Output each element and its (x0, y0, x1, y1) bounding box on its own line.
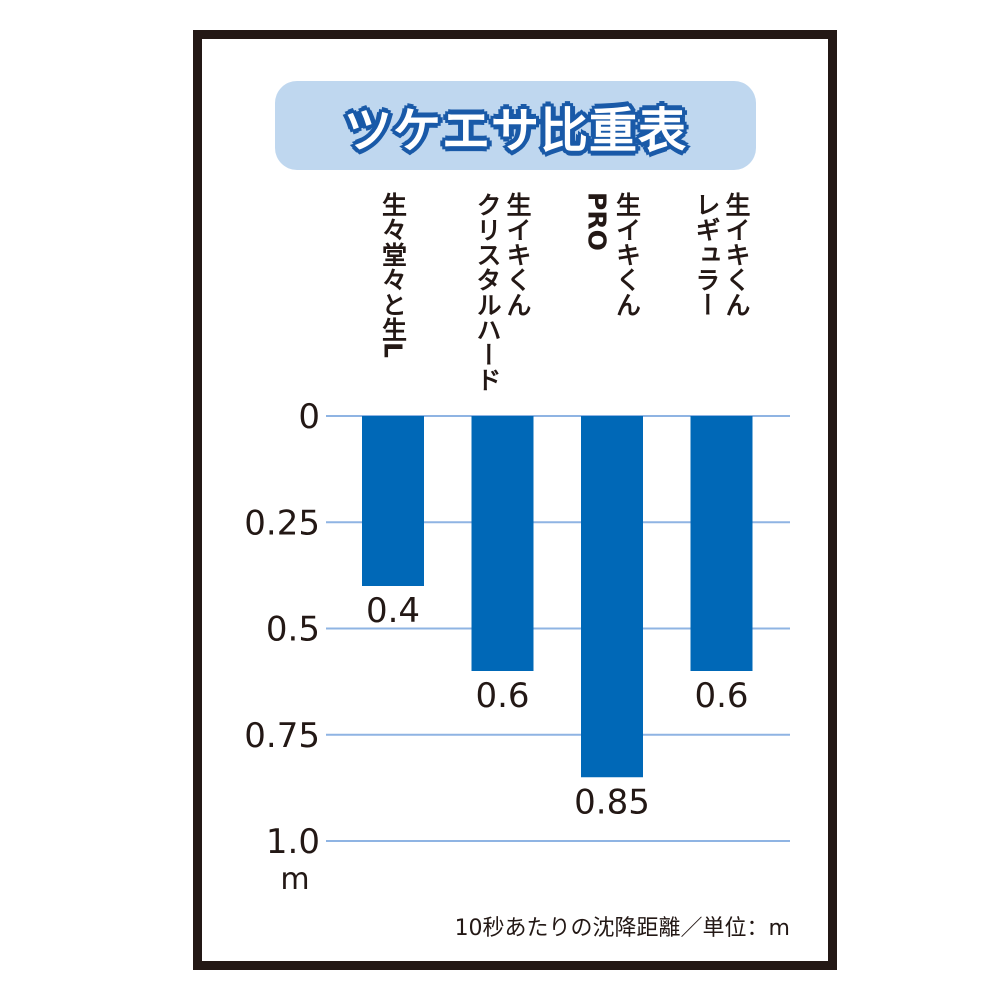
category-label: 生イキくん (722, 192, 751, 317)
y-tick-label: 0.5 (266, 610, 320, 650)
y-axis-unit: m (280, 862, 310, 897)
bar (471, 416, 534, 671)
bar-value-label: 0.85 (574, 782, 650, 822)
category-label: 生イキくん (613, 192, 642, 317)
bar-value-label: 0.6 (475, 676, 529, 716)
footnote: 10秒あたりの沈降距離／単位：m (454, 916, 790, 941)
category-label: クリスタルハード (473, 192, 502, 392)
y-tick-label: 0.25 (244, 503, 320, 543)
y-tick-label: 0.75 (244, 716, 320, 756)
bar (581, 416, 643, 778)
bar (362, 416, 424, 586)
y-tick-label: 0 (298, 397, 320, 437)
category-label: レギュラー (692, 192, 721, 317)
chart-title: ツケエサ比重表 (343, 102, 687, 159)
title-banner (275, 81, 756, 170)
bar-value-label: 0.4 (366, 591, 420, 631)
category-label: 生イキくん (503, 192, 532, 317)
y-tick-label: 1.0 (266, 822, 320, 862)
category-label: PRO (583, 192, 612, 251)
bar-value-label: 0.6 (694, 676, 748, 716)
category-label: 生々堂々と生L (379, 192, 408, 358)
bar (690, 416, 753, 671)
